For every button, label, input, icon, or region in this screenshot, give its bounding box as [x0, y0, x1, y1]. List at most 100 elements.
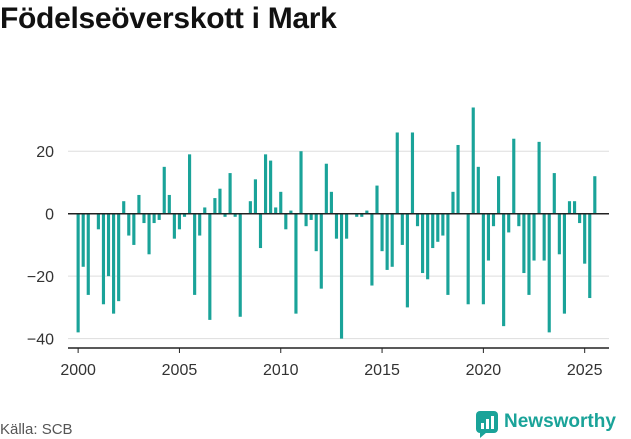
bar [137, 194, 141, 214]
bar [289, 210, 293, 214]
bar [228, 173, 232, 214]
x-tick-label: 2000 [60, 362, 96, 379]
bar [269, 160, 273, 214]
bar [339, 213, 344, 339]
newsworthy-logo[interactable]: Newsworthy [476, 406, 616, 438]
bar [512, 138, 516, 214]
bar [476, 166, 480, 214]
bar [248, 201, 252, 214]
bar [365, 210, 369, 214]
bar [567, 201, 572, 214]
bar [446, 213, 450, 295]
bar [588, 213, 592, 299]
bar [562, 213, 566, 314]
bar [218, 188, 222, 214]
bar [117, 213, 121, 302]
bar [274, 207, 278, 214]
bar [583, 213, 587, 264]
bar [360, 213, 364, 217]
bar [431, 213, 435, 249]
bar [162, 166, 166, 214]
bar [122, 201, 126, 214]
bar [329, 191, 333, 214]
source-label: Källa: SCB [0, 421, 73, 438]
bar [355, 213, 359, 217]
bar [314, 213, 318, 252]
bar [578, 213, 582, 224]
bar [319, 213, 323, 289]
bar [299, 151, 303, 214]
bar [400, 213, 404, 245]
bar [380, 213, 384, 252]
bar [334, 213, 339, 239]
bar [177, 213, 182, 230]
y-tick-label: −40 [27, 332, 54, 349]
bar [294, 213, 298, 314]
bar [213, 198, 217, 214]
bar [258, 213, 263, 249]
y-tick-label: 20 [36, 144, 54, 161]
bar [81, 213, 85, 267]
bar [198, 213, 202, 236]
bar [263, 154, 268, 214]
bar [456, 144, 460, 214]
bar [572, 201, 577, 214]
chart-title: Födelseöverskott i Mark [0, 2, 337, 35]
bar [208, 213, 212, 320]
bar [223, 213, 227, 217]
bar [193, 213, 197, 295]
bars [76, 107, 597, 339]
bar [304, 213, 308, 227]
x-tick-label: 2020 [466, 362, 502, 379]
bar [142, 213, 146, 224]
bar [238, 213, 242, 317]
bar [345, 213, 349, 239]
bar [279, 191, 283, 214]
bar [557, 213, 561, 255]
gridlines [68, 150, 609, 340]
x-tick-label: 2005 [162, 362, 198, 379]
bar [532, 213, 536, 261]
bar [385, 213, 389, 270]
bar [395, 132, 399, 214]
bar-chart: −40 −20 0 20 2000 2005 2010 2015 2020 2025 [27, 107, 609, 379]
brand-name: Newsworthy [504, 411, 616, 432]
bar [466, 213, 470, 305]
bar [253, 179, 257, 214]
bar [370, 213, 374, 286]
bar [106, 213, 111, 277]
bar [542, 213, 546, 261]
bar [527, 213, 531, 295]
bar [537, 141, 541, 214]
bar [182, 213, 187, 217]
y-tick-label: 0 [45, 207, 54, 224]
bar [405, 213, 409, 308]
x-tick-label: 2015 [364, 362, 400, 379]
bar [451, 191, 455, 214]
bar [112, 213, 116, 314]
x-axis: 2000 2005 2010 2015 2020 2025 [60, 347, 609, 379]
bar [167, 194, 171, 214]
bar [203, 207, 207, 214]
bar [127, 213, 131, 236]
bar [309, 213, 313, 220]
bar [522, 213, 526, 274]
bar [101, 213, 106, 305]
bar [517, 213, 521, 227]
bar [284, 213, 288, 230]
bar [436, 213, 440, 242]
y-axis-ticks: −40 −20 0 20 [27, 144, 54, 348]
bar [390, 213, 394, 267]
bar [375, 185, 379, 214]
newsworthy-chat-bar-icon [476, 411, 498, 438]
bar [76, 213, 80, 333]
bar [497, 176, 501, 214]
bar [172, 213, 176, 239]
bar [502, 213, 506, 327]
x-tick-label: 2010 [263, 362, 299, 379]
bar [552, 173, 556, 214]
bar [147, 213, 151, 255]
bar [486, 213, 491, 261]
bar [324, 163, 328, 214]
bar [132, 213, 136, 245]
